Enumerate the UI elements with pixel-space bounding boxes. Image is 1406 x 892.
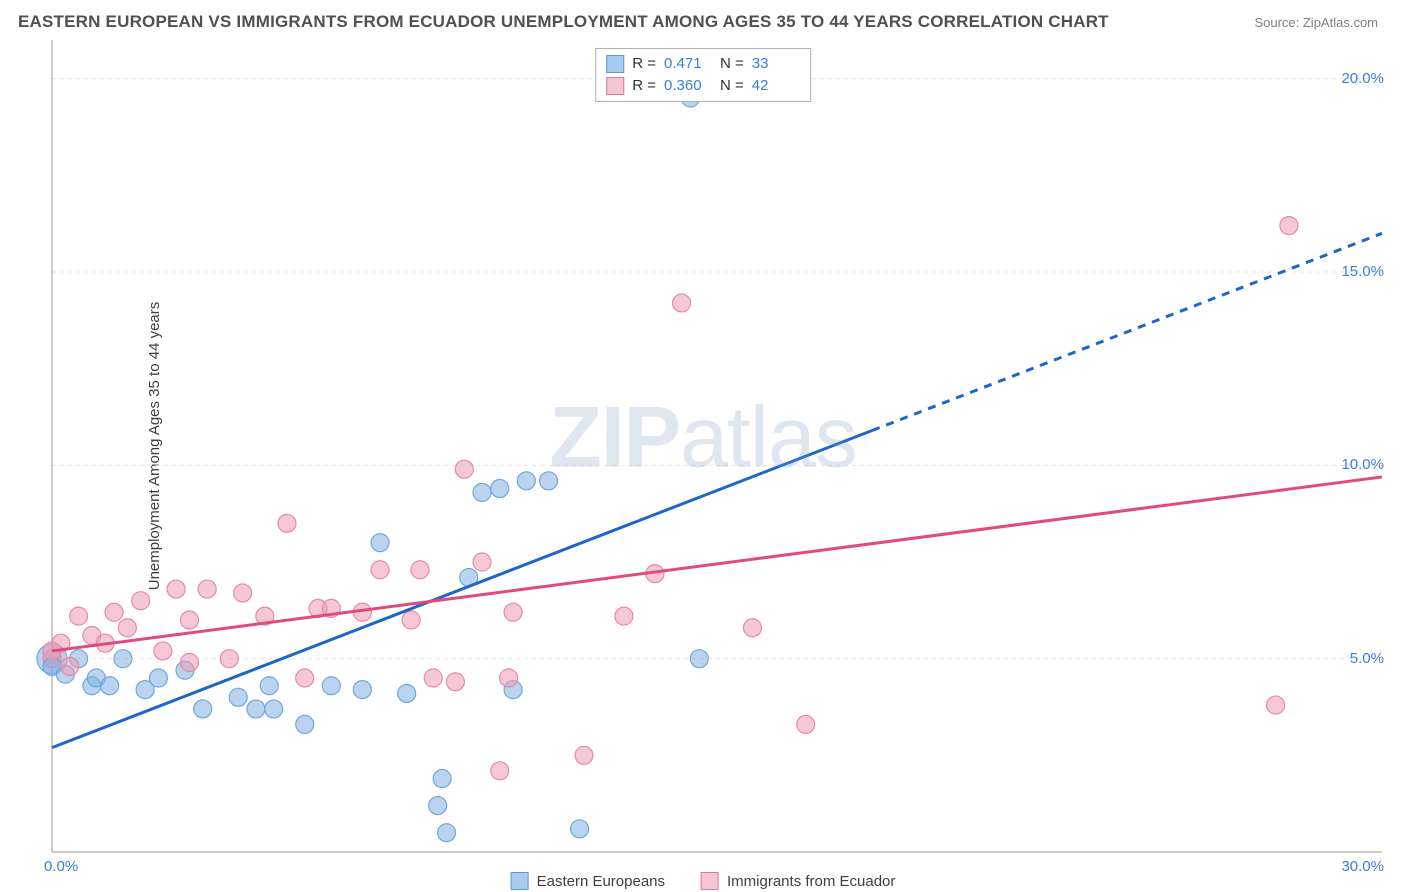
r-label-2: R = bbox=[632, 75, 656, 97]
n-label-2: N = bbox=[720, 75, 744, 97]
legend-swatch-bottom-2 bbox=[701, 872, 719, 890]
legend-row-2: R = 0.360 N = 42 bbox=[606, 75, 800, 97]
legend-swatch-bottom-1 bbox=[511, 872, 529, 890]
r-value-2: 0.360 bbox=[664, 75, 712, 97]
legend-label-2: Immigrants from Ecuador bbox=[727, 873, 895, 890]
correlation-legend: R = 0.471 N = 33 R = 0.360 N = 42 bbox=[595, 48, 811, 102]
y-tick-label: 5.0% bbox=[1350, 650, 1384, 667]
legend-swatch-1 bbox=[606, 55, 624, 73]
n-value-1: 33 bbox=[752, 53, 800, 75]
y-tick-label: 20.0% bbox=[1341, 70, 1384, 87]
legend-item-1: Eastern Europeans bbox=[511, 872, 665, 890]
y-tick-label: 10.0% bbox=[1341, 456, 1384, 473]
x-tick-label: 30.0% bbox=[1341, 858, 1384, 875]
y-tick-label: 15.0% bbox=[1341, 263, 1384, 280]
legend-item-2: Immigrants from Ecuador bbox=[701, 872, 895, 890]
legend-label-1: Eastern Europeans bbox=[537, 873, 665, 890]
n-label-1: N = bbox=[720, 53, 744, 75]
series-legend: Eastern Europeans Immigrants from Ecuado… bbox=[511, 872, 896, 890]
r-value-1: 0.471 bbox=[664, 53, 712, 75]
scatter-plot bbox=[0, 0, 1406, 892]
x-tick-label: 0.0% bbox=[44, 858, 78, 875]
n-value-2: 42 bbox=[752, 75, 800, 97]
legend-swatch-2 bbox=[606, 77, 624, 95]
legend-row-1: R = 0.471 N = 33 bbox=[606, 53, 800, 75]
r-label-1: R = bbox=[632, 53, 656, 75]
